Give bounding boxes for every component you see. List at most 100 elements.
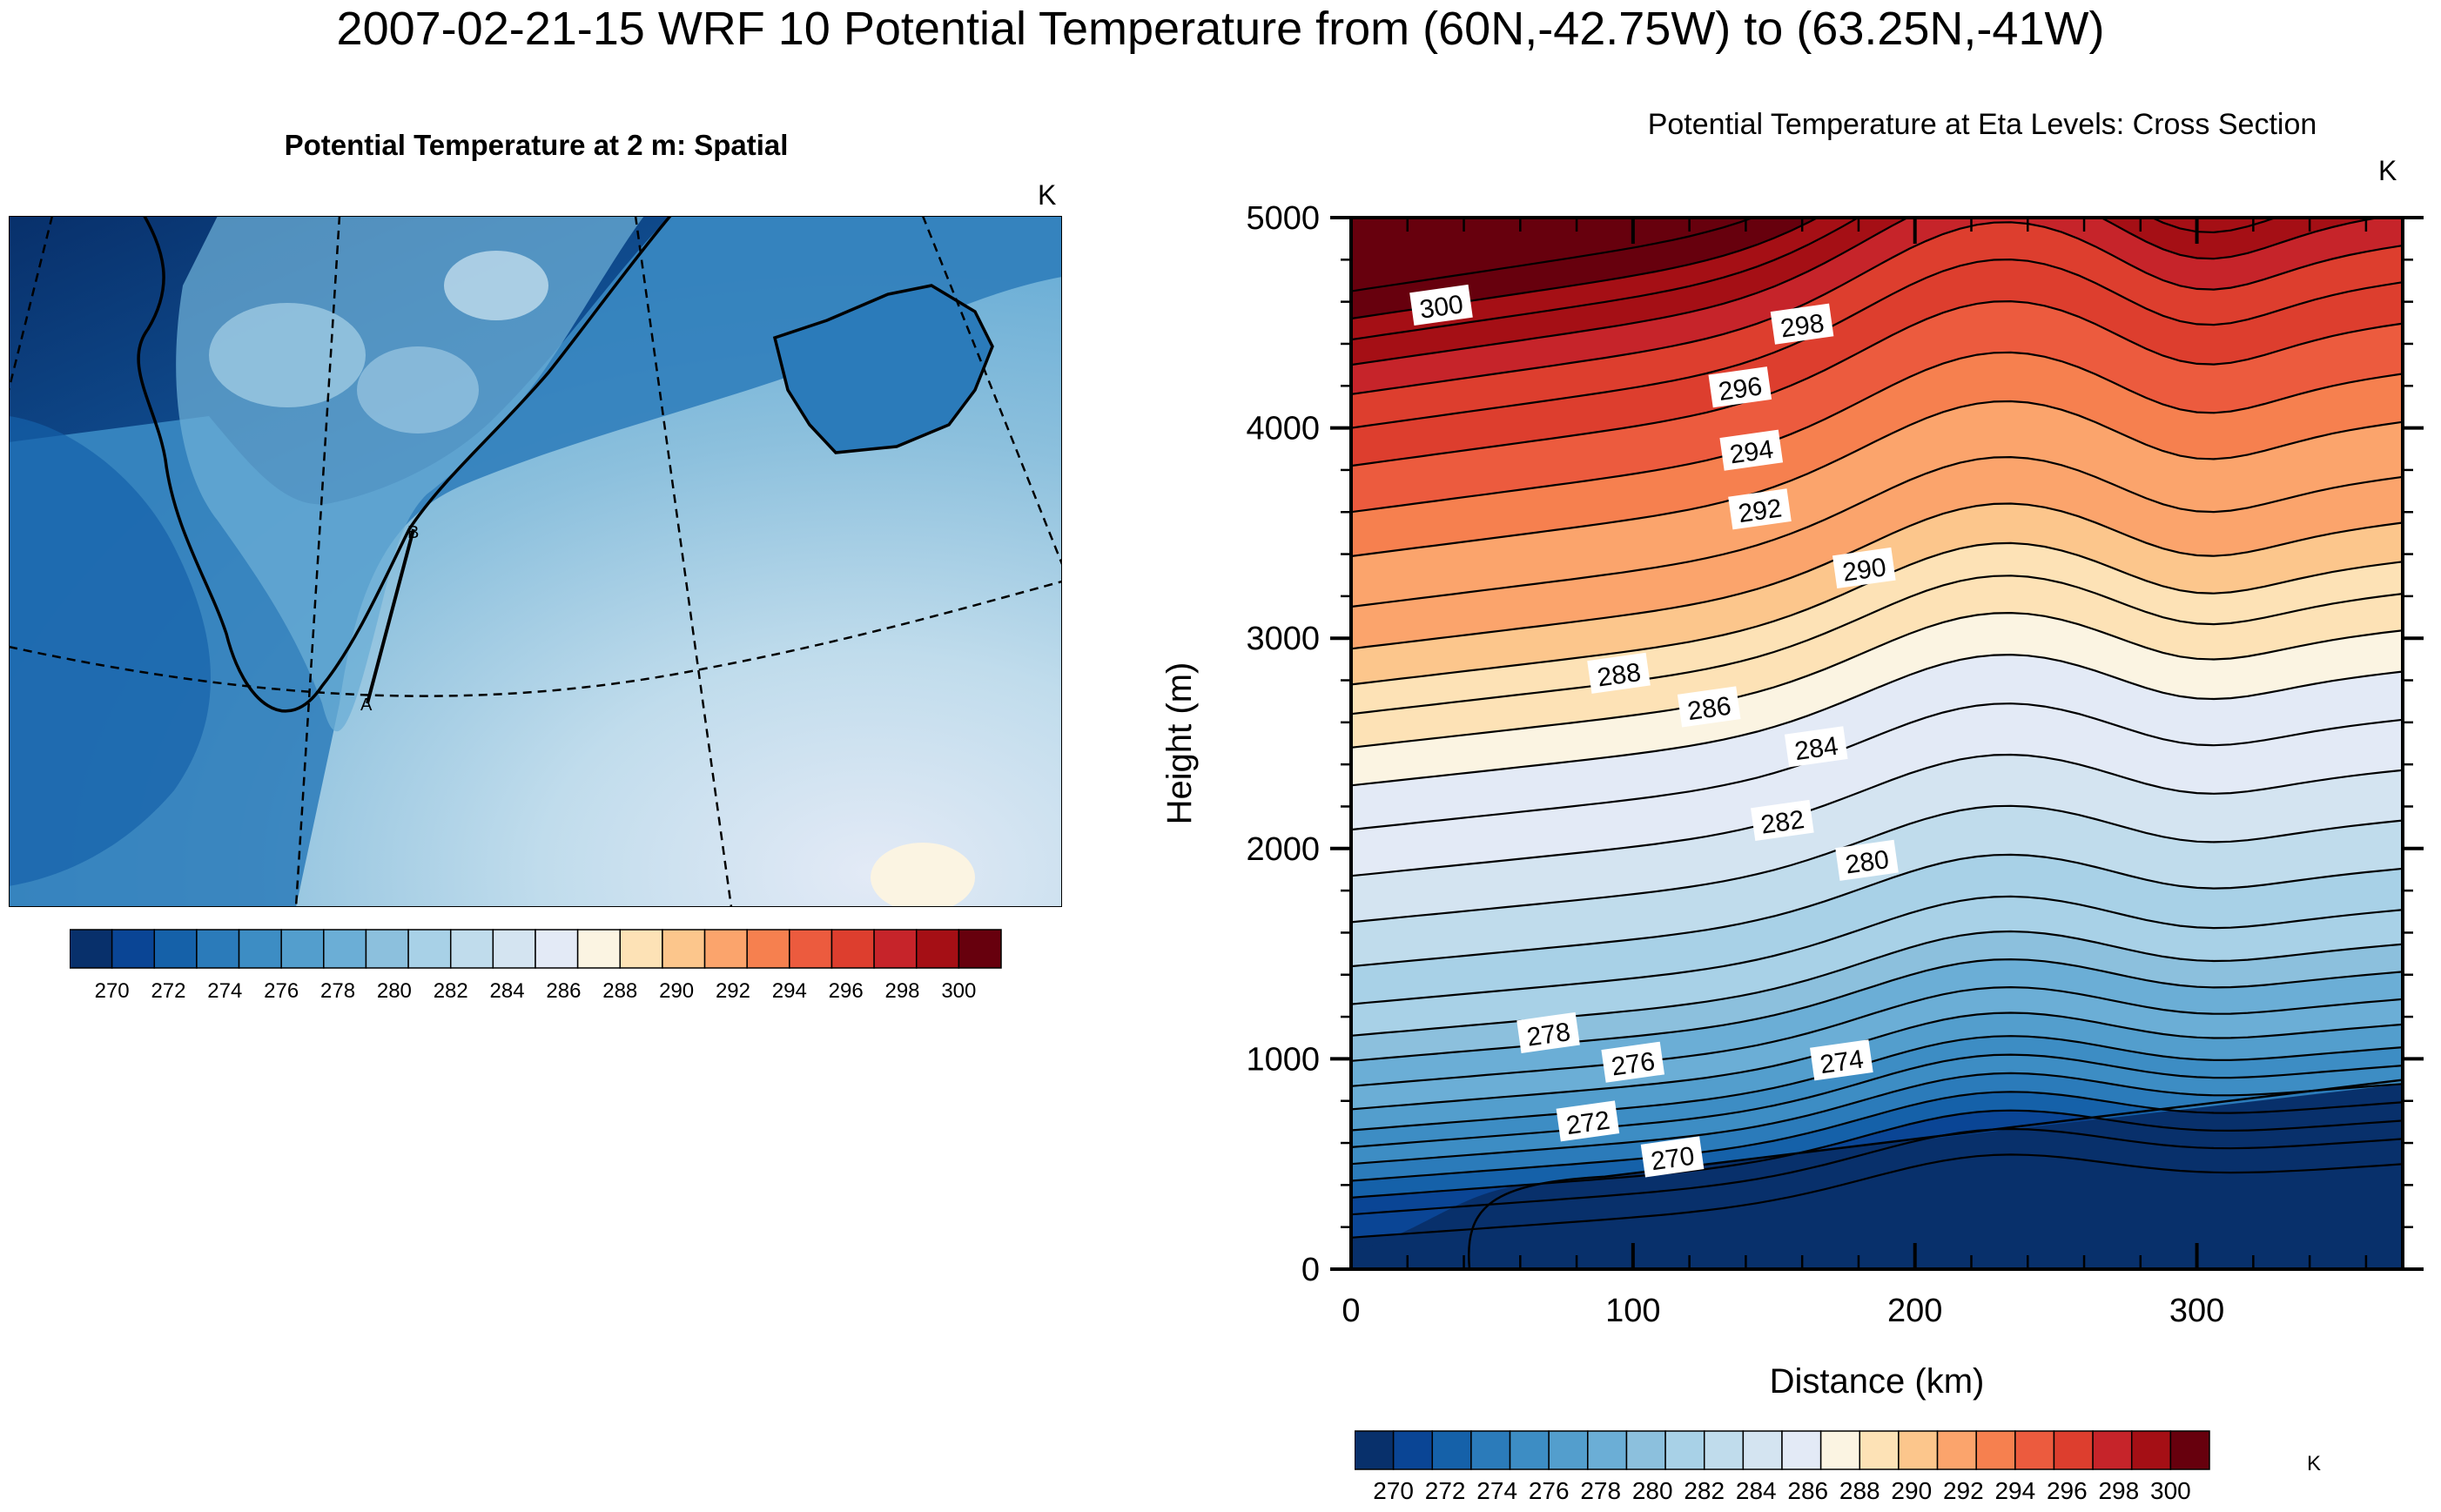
right-colorbar-swatch [1431, 1430, 1472, 1470]
transect-end-label: B [407, 523, 419, 542]
right-colorbar-swatch [2053, 1430, 2094, 1470]
contour-label-bg [1516, 1011, 1580, 1053]
left-colorbar-swatch [703, 929, 748, 969]
latitude-line [9, 580, 1062, 697]
left-colorbar-label: 294 [772, 979, 807, 1003]
contour-label: 294 [1719, 429, 1784, 471]
left-colorbar-swatch [153, 929, 198, 969]
left-colorbar-label: 292 [716, 979, 750, 1003]
iceland-coastline [772, 284, 994, 454]
right-colorbar-swatch [2092, 1430, 2133, 1470]
left-colorbar-swatch [958, 929, 1002, 969]
contour-label-bg [1556, 1100, 1620, 1142]
contour-line [1351, 299, 2403, 467]
contour-label-text: 274 [1819, 1045, 1866, 1079]
warm-patch [871, 843, 975, 907]
right-colorbar-label: 296 [2047, 1477, 2088, 1504]
right-colorbar: 270 272 274 276 278 280 282 284 286 288 290 292 294 2… [1355, 1430, 2210, 1504]
right-colorbar-label: 272 [1425, 1477, 1466, 1504]
left-colorbar-swatch [196, 929, 240, 969]
contour-label-bg [1751, 799, 1814, 841]
right-colorbar-swatch [1898, 1430, 1939, 1470]
contour-label-bg [1719, 429, 1784, 471]
left-colorbar-label: 290 [659, 979, 694, 1003]
contour-label-text: 278 [1525, 1018, 1572, 1052]
contour-label-bg [1810, 1039, 1873, 1081]
contour-label-bg [1640, 1136, 1705, 1178]
contour-label: 282 [1751, 799, 1814, 841]
contour-label: 286 [1677, 686, 1741, 728]
longitude-line-0 [9, 216, 54, 391]
left-colorbar-label: 272 [151, 979, 185, 1003]
transect-start-label: A [360, 696, 373, 715]
contour-line [1351, 218, 2384, 366]
contour-label-text: 272 [1564, 1106, 1611, 1141]
right-colorbar-label: 274 [1476, 1477, 1517, 1504]
contour-line [1351, 351, 2403, 514]
contour-label-text: 280 [1844, 845, 1891, 880]
left-colorbar-label: 278 [320, 979, 355, 1003]
left-colorbar-swatch [789, 929, 833, 969]
contour-line [1351, 218, 2279, 341]
x-tick-label: 300 [2169, 1293, 2224, 1329]
right-colorbar-swatch [2014, 1430, 2055, 1470]
contour-line [1351, 455, 2403, 608]
right-colorbar-swatch [1819, 1430, 1861, 1470]
left-panel-units: K [1038, 179, 1057, 211]
plot-frame [1349, 216, 2404, 1271]
right-colorbar-label: 292 [1943, 1477, 1984, 1504]
contour-label: 276 [1601, 1041, 1665, 1083]
right-colorbar-label: 300 [2150, 1477, 2191, 1504]
contour-line [1351, 611, 2403, 749]
contour-label: 274 [1810, 1039, 1873, 1081]
contour-line [1351, 853, 2403, 968]
left-colorbar-swatch [873, 929, 918, 969]
contour-label-text: 298 [1779, 309, 1826, 344]
right-colorbar-swatch [1703, 1430, 1745, 1470]
contour-line [1351, 400, 2403, 558]
left-colorbar-swatch [535, 929, 579, 969]
right-colorbar-swatch [1975, 1430, 2016, 1470]
left-colorbar-label: 282 [434, 979, 468, 1003]
right-colorbar-label: 298 [2098, 1477, 2139, 1504]
right-colorbar-units: K [2307, 1452, 2322, 1475]
transect-line [366, 528, 415, 704]
left-colorbar-label: 276 [264, 979, 299, 1003]
left-panel-title: Potential Temperature at 2 m: Spatial [284, 129, 789, 161]
contour-label-text: 286 [1685, 692, 1732, 727]
iceland-land [775, 286, 992, 453]
y-tick-label: 4000 [1246, 411, 1320, 447]
contour-line [1351, 502, 2403, 650]
left-colorbar-swatch [830, 929, 875, 969]
contour-label-text: 296 [1717, 372, 1764, 407]
left-colorbar-label: 284 [490, 979, 525, 1003]
contour-line [1351, 702, 2403, 831]
y-tick-label: 5000 [1246, 200, 1320, 237]
longitude-line-1 [294, 216, 341, 907]
y-tick-label: 2000 [1246, 831, 1320, 868]
contour-label: 300 [1409, 284, 1473, 326]
contour-label-text: 270 [1649, 1142, 1696, 1177]
left-colorbar-swatch [238, 929, 282, 969]
contour-label: 272 [1556, 1100, 1620, 1142]
contour-line [1351, 221, 2403, 395]
right-colorbar-swatch [1392, 1430, 1434, 1470]
contour-line [1351, 1109, 2403, 1199]
left-colorbar: 270 272 274 276 278 280 282 284 286 288 290 292 294 2… [70, 929, 1002, 1003]
contour-label-bg [1728, 488, 1792, 530]
left-colorbar-label: 280 [377, 979, 412, 1003]
x-tick-label: 0 [1342, 1293, 1360, 1329]
right-colorbar-label: 280 [1632, 1477, 1673, 1504]
right-colorbar-swatch [1781, 1430, 1822, 1470]
right-colorbar-label: 282 [1684, 1477, 1725, 1504]
x-tick-label: 200 [1887, 1293, 1942, 1329]
left-colorbar-label: 274 [207, 979, 242, 1003]
contour-label-bg [1784, 726, 1848, 768]
right-colorbar-swatch [1509, 1430, 1550, 1470]
contour-line [1351, 895, 2403, 1005]
contour-line [1351, 575, 2403, 716]
left-colorbar-label: 270 [95, 979, 130, 1003]
right-colorbar-swatch [2130, 1430, 2172, 1470]
contour-line [1351, 653, 2403, 787]
